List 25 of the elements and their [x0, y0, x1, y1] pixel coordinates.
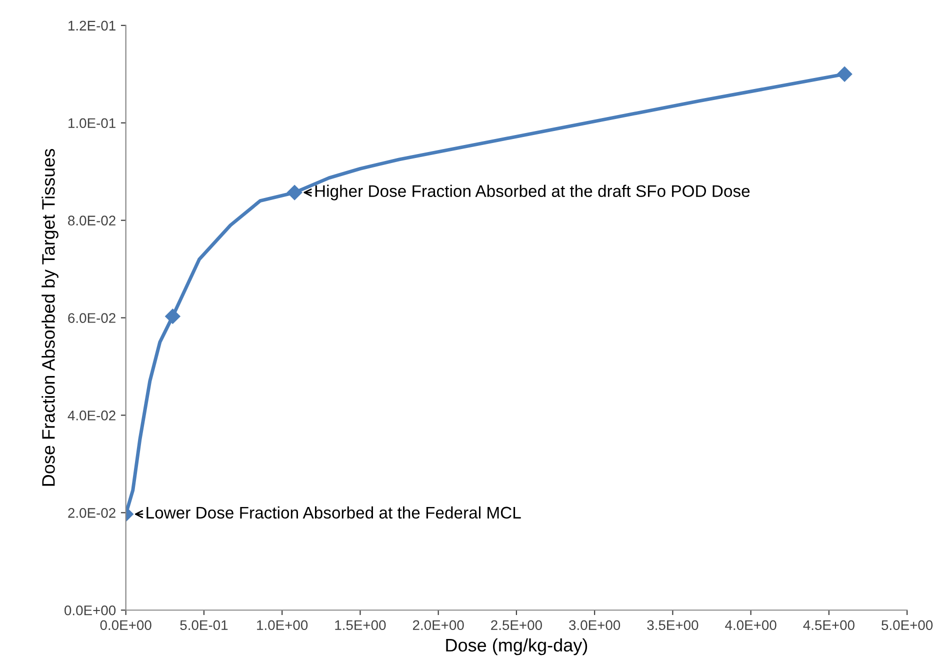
- point: [837, 66, 852, 82]
- x-tick-label: 3.5E+00: [647, 620, 698, 630]
- y-tick-label: 1.0E-01: [68, 118, 116, 128]
- x-tick-label: 2.5E+00: [491, 620, 542, 630]
- y-tick-label: 4.0E-02: [68, 410, 116, 420]
- x-tick-label: 3.0E+00: [569, 620, 620, 630]
- x-axis-title: Dose (mg/kg-day): [446, 638, 588, 656]
- point: [165, 308, 180, 324]
- point: [287, 184, 302, 200]
- y-tick-label: 8.0E-02: [68, 216, 116, 226]
- y-tick-label: 6.0E-02: [68, 313, 116, 323]
- y-tick-label: 1.2E-01: [68, 20, 116, 31]
- annotation: Higher Dose Fraction Absorbed at the draft SFo POD Dose: [315, 184, 750, 200]
- x-tick-label: 1.0E+00: [257, 620, 308, 630]
- x-tick-label: 1.5E+00: [335, 620, 386, 630]
- x-tick-label: 4.5E+00: [803, 620, 854, 630]
- x-tick-label: 5.0E+00: [882, 620, 933, 630]
- y-axis-title: Dose Fraction Absorbed by Target Tissues: [42, 148, 58, 486]
- x-tick-label: 5.0E-01: [180, 620, 228, 630]
- annotation: Lower Dose Fraction Absorbed at the Federal MCL: [146, 506, 521, 519]
- x-tick-label: 0.0E+00: [100, 620, 152, 630]
- y-tick-label: 2.0E-02: [68, 508, 116, 518]
- x-tick-label: 2.0E+00: [412, 620, 464, 630]
- y-tick-label: 0.0E+00: [64, 605, 116, 616]
- x-tick-label: 4.0E+00: [725, 620, 776, 630]
